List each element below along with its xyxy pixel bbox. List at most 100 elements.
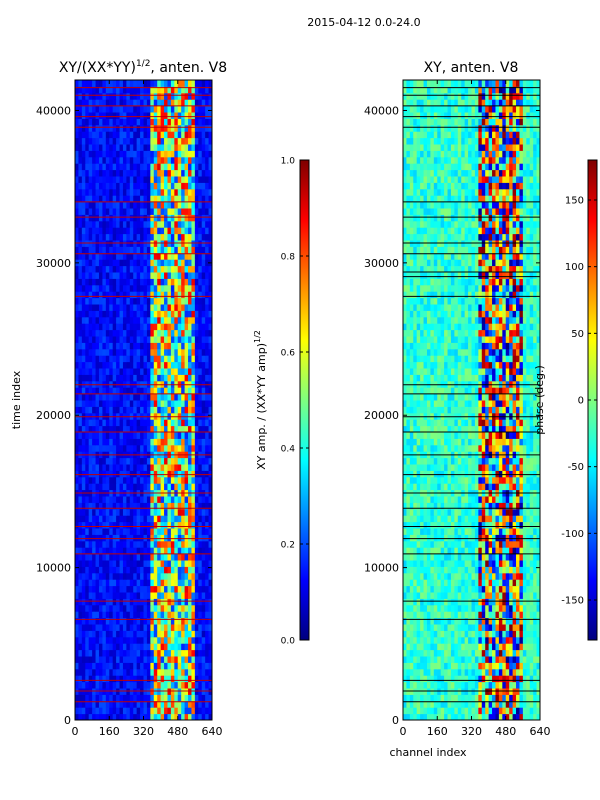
heatmap-cell (164, 483, 168, 491)
heatmap-cell (198, 508, 203, 516)
heatmap-cell (78, 393, 83, 401)
heatmap-cell (444, 694, 449, 702)
heatmap-cell (498, 707, 503, 715)
heatmap-cell (146, 400, 151, 407)
heatmap-cell (170, 150, 175, 158)
heatmap-cell (164, 265, 168, 273)
heatmap-cell (153, 649, 158, 657)
heatmap-cell (116, 297, 121, 305)
heatmap-cell (167, 675, 172, 683)
heatmap-cell (201, 227, 206, 235)
heatmap-cell (478, 624, 483, 631)
heatmap-cell (133, 464, 138, 471)
heatmap-cell (184, 124, 189, 132)
heatmap-cell (498, 598, 503, 606)
heatmap-cell (505, 707, 510, 715)
heatmap-cell (188, 278, 192, 286)
heatmap-cell (488, 604, 493, 612)
heatmap-cell (150, 553, 155, 561)
heatmap-cell (153, 323, 158, 331)
heatmap-cell (205, 598, 210, 606)
heatmap-cell (136, 188, 141, 196)
heatmap-cell (188, 662, 192, 670)
heatmap-cell (440, 572, 445, 580)
heatmap-cell (174, 246, 179, 254)
heatmap-cell (140, 329, 144, 337)
heatmap-cell (105, 476, 110, 484)
heatmap-cell (78, 432, 83, 439)
heatmap-cell (188, 227, 192, 235)
heatmap-cell (81, 246, 86, 254)
heatmap-cell (201, 201, 206, 209)
heatmap-cell (205, 214, 210, 222)
heatmap-cell (85, 393, 90, 401)
heatmap-cell (498, 656, 503, 663)
heatmap-cell (164, 604, 168, 612)
heatmap-cell (116, 585, 121, 593)
heatmap-cell (164, 144, 168, 151)
heatmap-cell (136, 233, 141, 241)
heatmap-cell (471, 624, 476, 631)
heatmap-cell (495, 707, 500, 715)
heatmap-cell (98, 227, 103, 235)
heatmap-cell (150, 400, 155, 407)
heatmap-cell (116, 604, 121, 612)
heatmap-cell (181, 246, 186, 254)
heatmap-cell (129, 700, 134, 708)
heatmap-cell (170, 99, 175, 107)
heatmap-cell (198, 694, 203, 702)
heatmap-cell (474, 617, 479, 625)
heatmap-cell (153, 470, 158, 478)
heatmap-cell (98, 585, 103, 593)
heatmap-cell (205, 272, 210, 279)
heatmap-cell (191, 604, 196, 612)
heatmap-cell (92, 476, 97, 484)
panel-amplitude: XY/(XX*YY)1/2, anten. V8 0 160 320 480 64001… (10, 59, 227, 738)
heatmap-cell (146, 649, 151, 657)
heatmap-cell (85, 329, 90, 337)
heatmap-cell (184, 425, 189, 433)
heatmap-cell (509, 592, 514, 599)
heatmap-cell (181, 713, 186, 720)
heatmap-cell (488, 636, 493, 644)
heatmap-cell (474, 604, 479, 612)
heatmap-cell (85, 592, 90, 599)
heatmap-cell (502, 598, 507, 606)
heatmap-cell (109, 374, 114, 382)
heatmap-cell (205, 566, 210, 574)
heatmap-cell (150, 297, 155, 305)
heatmap-cell (140, 515, 144, 523)
heatmap-cell (143, 380, 148, 388)
heatmap-cell (157, 713, 162, 720)
heatmap-cell (184, 681, 189, 689)
heatmap-cell (81, 604, 86, 612)
heatmap-cell (177, 336, 182, 343)
heatmap-cell (433, 681, 438, 689)
heatmap-cell (433, 585, 438, 593)
heatmap-cell (112, 304, 117, 311)
heatmap-cell (194, 182, 199, 190)
heatmap-cell (420, 662, 425, 670)
colorbar-tick-label: 1.0 (281, 157, 296, 167)
heatmap-cell (426, 713, 431, 720)
heatmap-cell (205, 496, 210, 503)
heatmap-cell (146, 195, 151, 203)
heatmap-cell (522, 713, 527, 720)
heatmap-cell (461, 694, 466, 702)
heatmap-cell (129, 329, 134, 337)
heatmap-cell (188, 534, 192, 542)
heatmap-cell (198, 604, 203, 612)
heatmap-cell (92, 374, 97, 382)
heatmap-cell (177, 566, 182, 574)
heatmap-cell (164, 220, 168, 228)
heatmap-cell (75, 156, 79, 164)
heatmap-cell (78, 227, 83, 235)
heatmap-cell (516, 675, 520, 683)
heatmap-cell (112, 169, 117, 177)
heatmap-cell (112, 348, 117, 356)
heatmap-cell (164, 233, 168, 241)
heatmap-cell (516, 636, 520, 644)
heatmap-cell (81, 374, 86, 382)
heatmap-cell (191, 617, 196, 625)
heatmap-cell (198, 547, 203, 555)
